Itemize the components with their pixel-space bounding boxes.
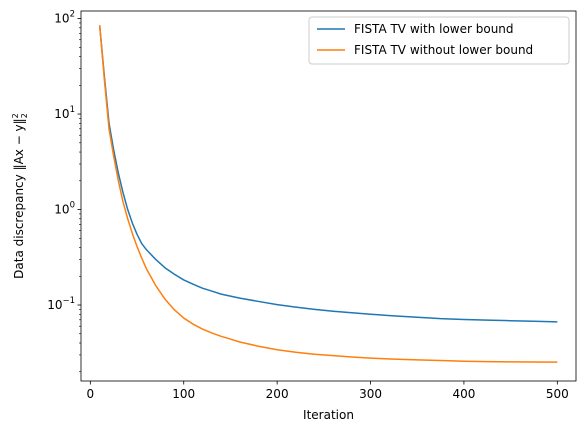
y-axis: 10−1 100 101 102 (47, 10, 81, 372)
legend-label-1: FISTA TV with lower bound (354, 22, 514, 36)
y-tick-label: 101 (54, 105, 75, 121)
x-tick-label: 200 (266, 387, 289, 401)
plot-area (81, 11, 576, 381)
plot-frame (81, 11, 576, 381)
y-tick-label: 100 (54, 201, 75, 217)
x-axis: 0 100 200 300 400 500 (87, 381, 569, 401)
series-line-1 (100, 25, 558, 322)
x-tick-label: 400 (452, 387, 475, 401)
x-tick-label: 100 (172, 387, 195, 401)
x-tick-label: 0 (87, 387, 95, 401)
x-tick-label: 500 (546, 387, 569, 401)
y-tick-label: 102 (54, 10, 75, 26)
legend: FISTA TV with lower bound FISTA TV withou… (309, 17, 569, 64)
y-axis-label: Data discrepancy ‖Ax − y‖22 (11, 113, 29, 279)
series-line-2 (100, 25, 558, 362)
legend-label-2: FISTA TV without lower bound (354, 43, 533, 57)
x-tick-label: 300 (359, 387, 382, 401)
x-axis-label: Iteration (303, 408, 354, 422)
y-tick-label: 10−1 (47, 296, 75, 312)
